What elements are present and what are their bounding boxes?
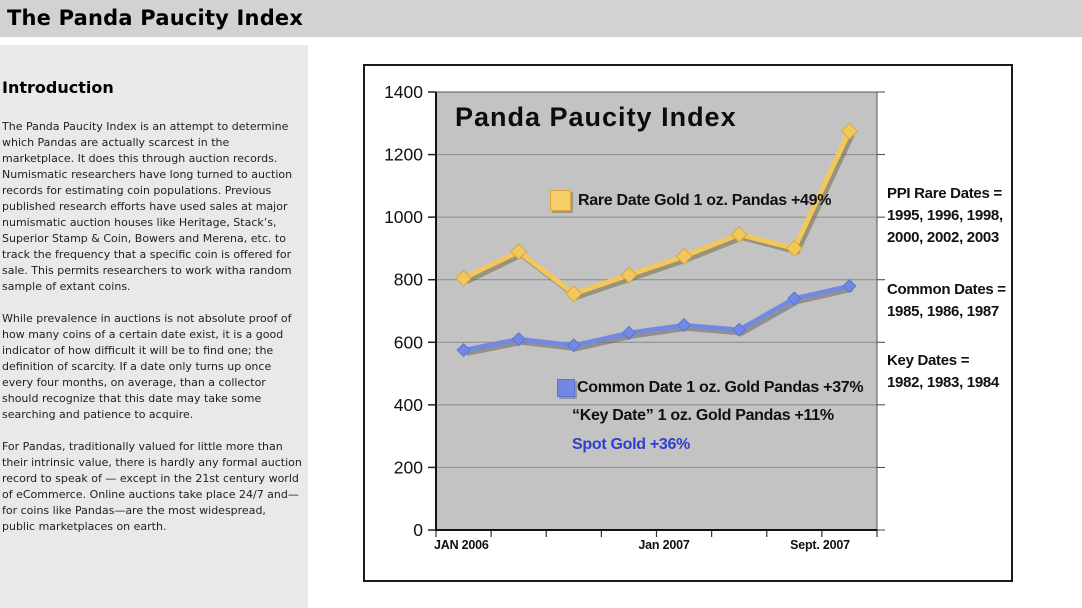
- chart-canvas: 0 200 400 600 800 1000 1200 1400: [384, 82, 885, 540]
- chart-figure: 0 200 400 600 800 1000 1200 1400 Panda Paucity …: [363, 64, 1013, 582]
- note-common-dates: Common Dates = 1985, 1986, 1987: [887, 279, 1006, 323]
- sidebar-heading: Introduction: [2, 78, 114, 97]
- x-axis-label-sept-2007: Sept. 2007: [790, 538, 850, 552]
- common-series-label: Common Date 1 oz. Gold Pandas +37%: [577, 379, 864, 396]
- svg-text:800: 800: [394, 270, 423, 290]
- key-date-note: “Key Date” 1 oz. Gold Pandas +11%: [572, 407, 834, 424]
- svg-text:1000: 1000: [384, 207, 423, 227]
- note-line: 1982, 1983, 1984: [887, 374, 999, 391]
- svg-text:1400: 1400: [384, 82, 423, 102]
- x-axis-label-jan-2006: JAN 2006: [434, 538, 489, 552]
- spot-gold-note: Spot Gold +36%: [572, 436, 691, 453]
- note-line: 2000, 2002, 2003: [887, 229, 999, 246]
- page-header: The Panda Paucity Index: [0, 0, 1082, 37]
- intro-paragraph-1: The Panda Paucity Index is an attempt to…: [2, 120, 293, 293]
- page-title: The Panda Paucity Index: [7, 6, 304, 30]
- intro-paragraph-3: For Pandas, traditionally valued for lit…: [2, 440, 302, 533]
- sidebar: Introduction The Panda Paucity Index is …: [0, 45, 308, 608]
- chart-title: Panda Paucity Index: [455, 102, 737, 132]
- svg-text:600: 600: [394, 332, 423, 352]
- note-line: 1995, 1996, 1998,: [887, 207, 1003, 224]
- svg-text:1200: 1200: [384, 145, 423, 165]
- note-line: PPI Rare Dates =: [887, 185, 1002, 202]
- note-ppi-rare-dates: PPI Rare Dates = 1995, 1996, 1998, 2000,…: [887, 183, 1003, 249]
- svg-text:400: 400: [394, 395, 423, 415]
- intro-paragraph-2: While prevalence in auctions is not abso…: [2, 312, 292, 421]
- svg-text:200: 200: [394, 457, 423, 477]
- note-line: 1985, 1986, 1987: [887, 303, 999, 320]
- rare-series-swatch: [550, 190, 571, 211]
- note-key-dates: Key Dates = 1982, 1983, 1984: [887, 350, 999, 394]
- x-axis-label-jan-2007: Jan 2007: [638, 538, 690, 552]
- rare-series-label: Rare Date Gold 1 oz. Pandas +49%: [578, 192, 832, 209]
- note-line: Key Dates =: [887, 352, 970, 369]
- common-series-swatch: [557, 379, 575, 397]
- svg-text:0: 0: [413, 520, 423, 540]
- note-line: Common Dates =: [887, 281, 1006, 298]
